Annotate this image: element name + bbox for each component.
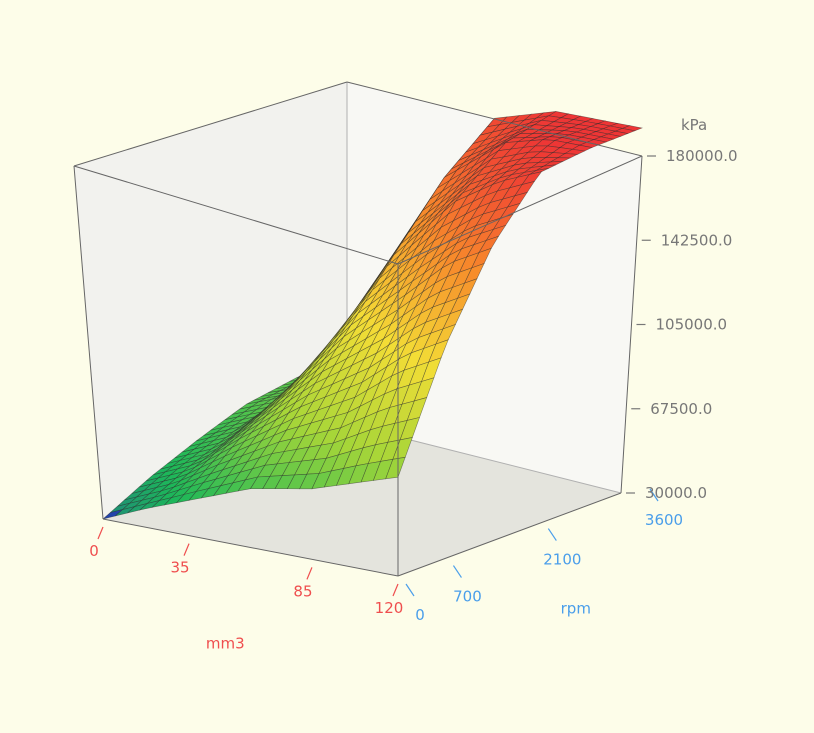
surface-cell <box>385 456 406 480</box>
mm3-tick-mark <box>183 543 190 556</box>
mm3-tick-mark <box>97 526 104 540</box>
kpa-tick-label: 105000.0 <box>656 316 728 334</box>
rpm-tick-mark <box>452 565 462 578</box>
kpa-tick-label: 67500.0 <box>650 400 712 418</box>
rpm-tick-mark <box>405 583 415 597</box>
rpm-tick-label: 0 <box>415 606 425 624</box>
kpa-tick-label: 180000.0 <box>666 147 738 165</box>
rpm-tick-mark <box>547 528 557 541</box>
mm3-tick-label: 0 <box>89 542 99 560</box>
axes: 0 35 85 120 mm3 0 700 2100 3600 rpm 30000.0 67500.0… <box>89 116 737 652</box>
rpm-tick-label: 3600 <box>645 511 683 529</box>
kpa-tick-label: 30000.0 <box>645 484 707 502</box>
rpm-tick-label: 700 <box>453 588 482 606</box>
rpm-axis-label: rpm <box>561 599 591 617</box>
kpa-tick-label: 142500.0 <box>661 231 733 249</box>
mm3-tick-label: 85 <box>293 582 312 600</box>
mm3-tick-mark <box>306 567 313 580</box>
rpm-tick-mark <box>649 488 659 502</box>
mm3-axis-label: mm3 <box>206 634 245 652</box>
box-front-edges <box>73 81 643 577</box>
mm3-tick-mark <box>392 583 399 597</box>
mm3-tick-label: 120 <box>375 599 404 617</box>
floor <box>103 424 621 576</box>
rpm-tick-label: 2100 <box>543 551 581 569</box>
kpa-axis-label: kPa <box>681 116 707 134</box>
mm3-tick-label: 35 <box>170 559 189 577</box>
surface-mesh <box>102 111 644 520</box>
